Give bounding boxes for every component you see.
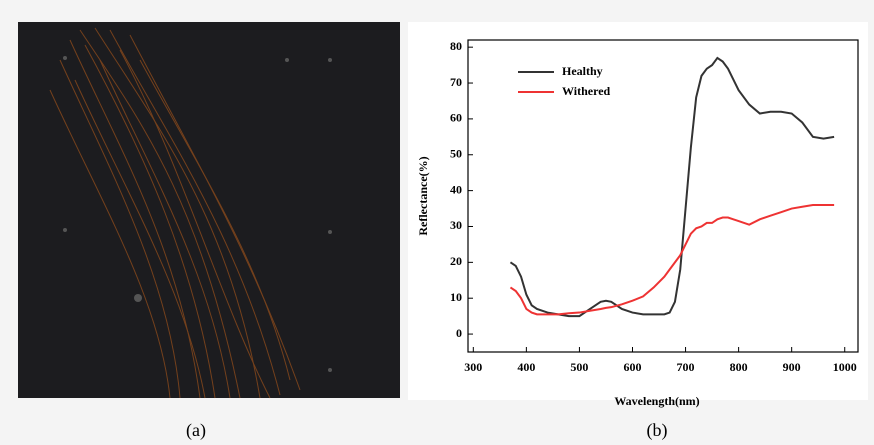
y-tick-label: 20 (450, 254, 462, 268)
y-tick-label: 70 (450, 75, 462, 89)
caption: (b) (647, 420, 668, 441)
legend-label: Healthy (562, 64, 603, 78)
x-tick-label: 700 (677, 360, 695, 374)
plot-frame (467, 39, 859, 353)
caption: (a) (186, 420, 206, 441)
y-tick-label: 80 (450, 39, 462, 53)
y-axis-label: Reflectance(%) (416, 156, 430, 235)
chart-panel (408, 22, 868, 400)
y-tick-label: 30 (450, 218, 462, 232)
x-tick-label: 900 (783, 360, 801, 374)
x-tick-label: 400 (517, 360, 535, 374)
legend-label: Withered (562, 84, 611, 98)
y-tick-label: 40 (450, 182, 462, 196)
x-tick-label: 600 (623, 360, 641, 374)
x-tick-label: 500 (570, 360, 588, 374)
x-tick-label: 800 (730, 360, 748, 374)
x-tick-label: 1000 (833, 360, 857, 374)
x-axis-label: Wavelength(nm) (614, 394, 699, 408)
y-tick-label: 0 (456, 326, 462, 340)
photo (18, 22, 400, 399)
series-line (509, 203, 835, 316)
x-tick-label: 300 (464, 360, 482, 374)
y-tick-label: 10 (450, 290, 462, 304)
y-tick-label: 60 (450, 111, 462, 125)
y-tick-label: 50 (450, 147, 462, 161)
